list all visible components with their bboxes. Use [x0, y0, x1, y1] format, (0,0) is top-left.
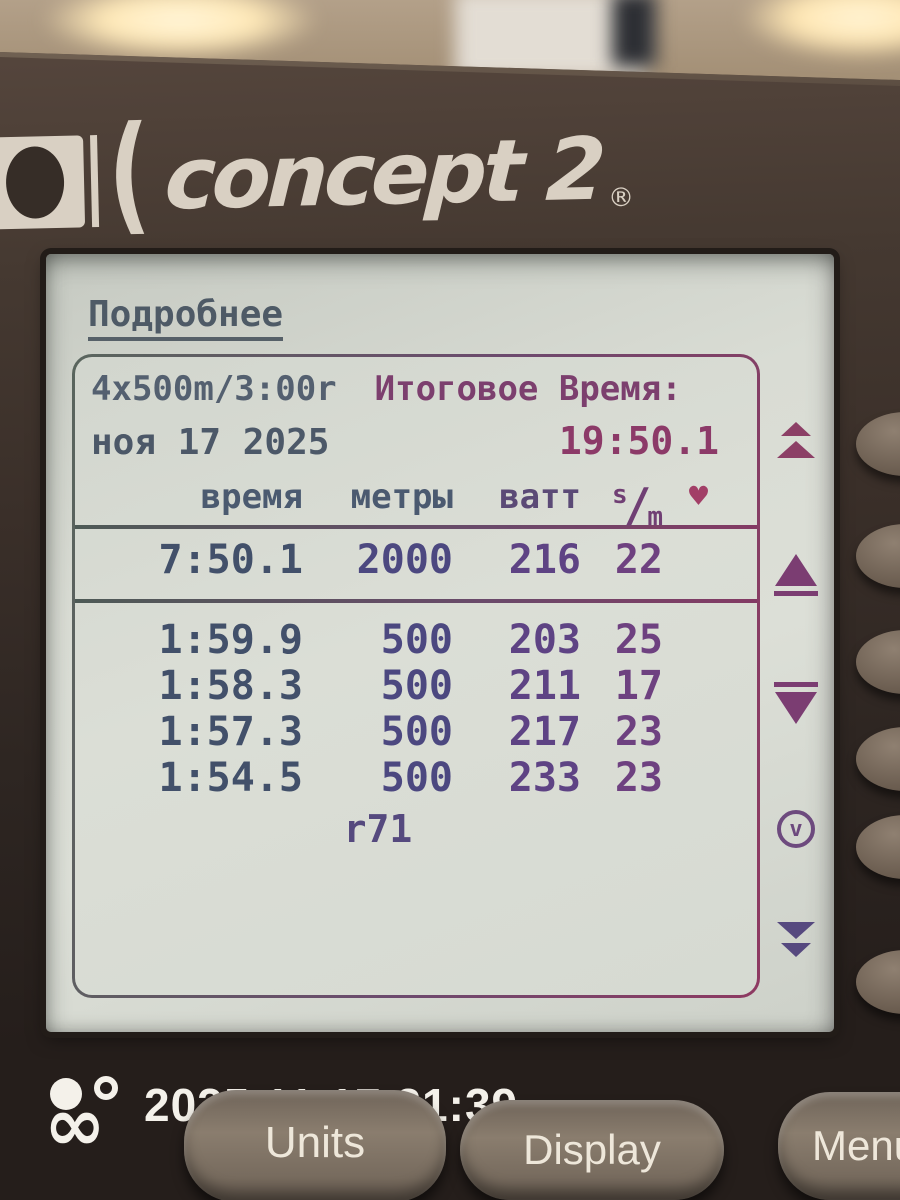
menu-button[interactable]: Menu — [778, 1092, 900, 1200]
side-button-2[interactable] — [856, 524, 900, 588]
table-row-split-4: 1:54.5 500 233 23 — [158, 755, 664, 801]
rest-meters-value: r71 — [343, 807, 413, 851]
header-meters: метры — [350, 477, 453, 517]
overall-spm: 22 — [614, 537, 663, 583]
scroll-to-top-icon — [758, 422, 834, 458]
side-button-4[interactable] — [856, 727, 900, 791]
overall-meters: 2000 — [356, 537, 453, 583]
camera-brand-icon: ∞ — [44, 1074, 130, 1168]
display-button[interactable]: Display — [460, 1100, 724, 1200]
header-watts: ватт — [499, 477, 581, 517]
screen-title: Подробнее — [88, 294, 284, 341]
verify-code-icon: v — [758, 810, 834, 848]
table-row-split-1: 1:59.9 500 203 25 — [158, 617, 664, 663]
header-time: время — [200, 477, 303, 517]
concept2-logo-mark-icon — [0, 135, 86, 230]
concept2-logo-text: concept 2 — [162, 119, 604, 230]
table-row-overall: 7:50.1 2000 216 22 — [91, 537, 741, 591]
screen-indicator-strip: v — [758, 254, 834, 1032]
overall-time: 7:50.1 — [158, 537, 304, 583]
results-box: 4x500m/3:00r Итоговое Время: ноя 17 2025… — [72, 354, 760, 998]
side-button-1[interactable] — [856, 412, 900, 476]
workout-summary-line: 4x500m/3:00r Итоговое Время: — [91, 369, 741, 409]
ceiling-light-right — [740, 0, 900, 60]
workout-date: ноя 17 2025 — [91, 422, 330, 463]
heart-rate-icon: ♥ — [688, 477, 709, 515]
header-strokes-per-minute: s / m — [611, 478, 663, 532]
total-time-value: 19:50.1 — [558, 419, 719, 463]
concept2-logo-bracket-icon: ( — [106, 98, 152, 249]
date-total-line: ноя 17 2025 19:50.1 — [91, 419, 741, 463]
concept2-logo: ( concept 2 ® — [0, 98, 635, 249]
ceiling-light-left — [40, 0, 320, 60]
registered-trademark: ® — [607, 182, 635, 214]
rest-meters-row: r71 — [91, 807, 741, 851]
concept2-logo-bar — [90, 135, 100, 228]
table-row-split-2: 1:58.3 500 211 17 — [158, 663, 664, 709]
table-row-split-3: 1:57.3 500 217 23 — [158, 709, 664, 755]
total-time-label: Итоговое Время: — [374, 369, 682, 409]
side-button-3[interactable] — [856, 630, 900, 694]
workout-name: 4x500m/3:00r — [91, 369, 337, 409]
scroll-up-icon — [758, 554, 834, 596]
background-pole — [612, 0, 656, 67]
scroll-down-icon — [758, 682, 834, 724]
units-button[interactable]: Units — [184, 1090, 446, 1200]
pm-lcd-screen: Подробнее 4x500m/3:00r Итоговое Время: н… — [46, 254, 834, 1032]
side-button-5[interactable] — [856, 815, 900, 879]
table-divider — [75, 599, 757, 603]
table-header-row: время метры ватт s / m ♥ — [91, 477, 741, 532]
side-button-6[interactable] — [856, 950, 900, 1014]
overall-watts: 216 — [508, 537, 581, 583]
table-divider — [75, 525, 757, 529]
split-rows: 1:59.9 500 203 25 1:58.3 500 211 17 — [91, 617, 741, 801]
scroll-to-bottom-icon — [758, 922, 834, 957]
